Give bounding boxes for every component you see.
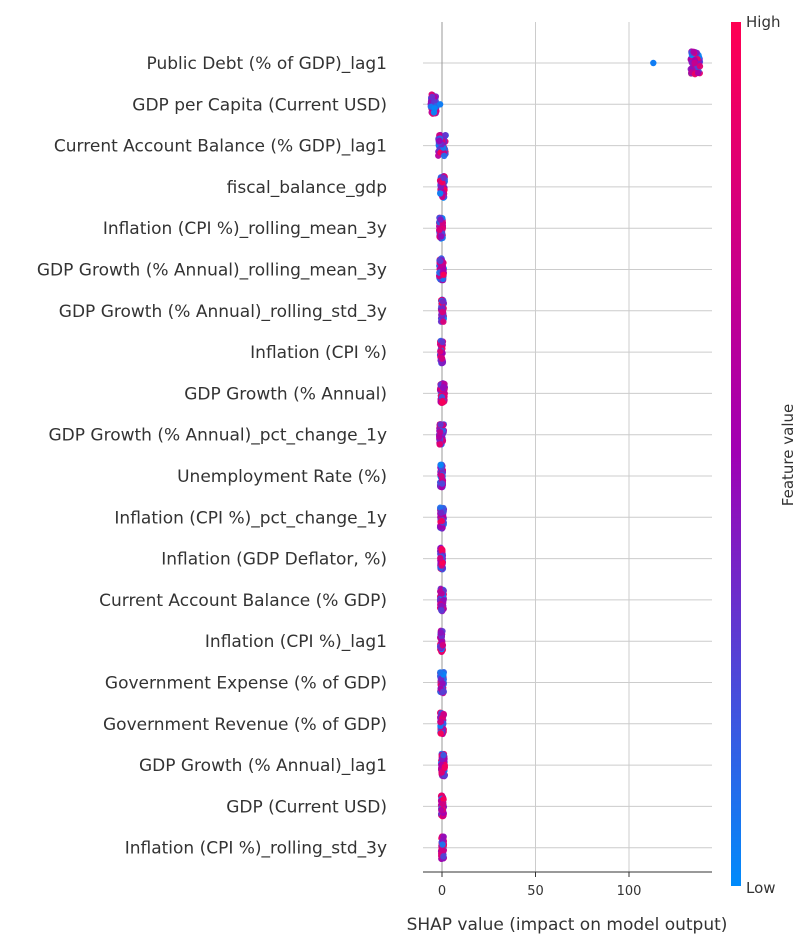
x-gridlines [535, 22, 630, 872]
data-point [437, 190, 444, 197]
data-point [440, 318, 447, 325]
feature-label: Current Account Balance (% GDP) [99, 591, 387, 611]
data-point [436, 137, 443, 145]
feature-label: GDP Growth (% Annual) [184, 384, 387, 404]
data-point [438, 355, 446, 362]
data-point [436, 226, 443, 234]
data-point [431, 105, 438, 112]
data-point [437, 730, 444, 737]
feature-label: GDP Growth (% Annual)_lag1 [139, 756, 387, 776]
feature-label: GDP (Current USD) [226, 797, 387, 817]
data-point [439, 399, 447, 406]
data-point [428, 93, 436, 101]
data-point [440, 796, 447, 803]
colorbar [731, 22, 741, 886]
data-point [437, 348, 444, 355]
data-point [439, 841, 446, 848]
feature-label: Inflation (CPI %)_pct_change_1y [114, 508, 387, 528]
data-point [690, 48, 697, 56]
feature-label: Inflation (CPI %)_rolling_mean_3y [103, 219, 387, 239]
feature-label: Inflation (CPI %)_rolling_std_3y [125, 839, 387, 859]
data-point [439, 298, 446, 305]
data-point [438, 472, 445, 480]
data-point [439, 847, 447, 854]
data-point [438, 590, 445, 597]
data-point [650, 59, 657, 67]
colorbar-title: Feature value [779, 404, 797, 506]
data-point [440, 271, 447, 278]
x-axis-label: SHAP value (impact on model output) [407, 915, 728, 935]
data-point [437, 718, 444, 726]
data-point [439, 800, 446, 808]
feature-label: Current Account Balance (% GDP)_lag1 [54, 137, 387, 157]
data-point [437, 461, 444, 469]
data-points [427, 48, 704, 862]
data-point [440, 688, 447, 695]
x-tick-label: 50 [527, 884, 544, 899]
data-point [694, 69, 702, 77]
feature-label: Inflation (CPI %) [250, 343, 387, 363]
x-ticks: 0 50 100 [438, 872, 642, 899]
data-point [441, 763, 448, 771]
data-point [438, 545, 445, 553]
colorbar-low-label: Low [746, 879, 776, 897]
feature-label: Public Debt (% of GDP)_lag1 [147, 54, 388, 74]
feature-label: fiscal_balance_gdp [227, 178, 387, 198]
data-point [440, 751, 447, 759]
data-point [438, 807, 445, 814]
feature-labels: Public Debt (% of GDP)_lag1 GDP per Capit… [37, 54, 387, 859]
data-point [691, 59, 698, 67]
data-point [437, 216, 444, 223]
data-point [439, 308, 446, 316]
feature-label: GDP Growth (% Annual)_rolling_std_3y [59, 302, 387, 322]
data-point [440, 383, 447, 391]
feature-label: Government Expense (% of GDP) [105, 674, 387, 694]
data-point [439, 338, 446, 346]
x-tick-label: 100 [617, 884, 642, 899]
data-point [440, 152, 448, 160]
feature-label: GDP Growth (% Annual)_rolling_mean_3y [37, 261, 387, 281]
data-point [438, 509, 445, 516]
data-point [439, 641, 447, 649]
feature-label: Government Revenue (% of GDP) [103, 715, 387, 735]
row-gridlines [423, 62, 712, 849]
data-point [440, 710, 447, 718]
data-point [438, 233, 445, 240]
data-point [438, 607, 445, 614]
data-point [437, 629, 444, 636]
feature-label: GDP Growth (% Annual)_pct_change_1y [48, 426, 387, 446]
colorbar-high-label: High [746, 13, 780, 31]
data-point [437, 421, 444, 428]
data-point [436, 428, 444, 436]
data-point [437, 257, 444, 265]
data-point [437, 669, 444, 676]
data-point [438, 769, 445, 776]
feature-label: Inflation (CPI %)_lag1 [205, 632, 387, 652]
feature-label: Unemployment Rate (%) [177, 467, 387, 487]
data-point [436, 101, 444, 108]
data-point [696, 63, 704, 70]
data-point [439, 680, 446, 687]
data-point [440, 853, 447, 860]
data-point [440, 174, 447, 182]
feature-label: GDP per Capita (Current USD) [132, 95, 387, 115]
x-tick-label: 0 [438, 884, 446, 899]
data-point [438, 480, 446, 487]
data-point [438, 517, 446, 525]
feature-label: Inflation (GDP Deflator, %) [161, 550, 387, 570]
data-point [436, 441, 444, 448]
data-point [437, 554, 444, 562]
